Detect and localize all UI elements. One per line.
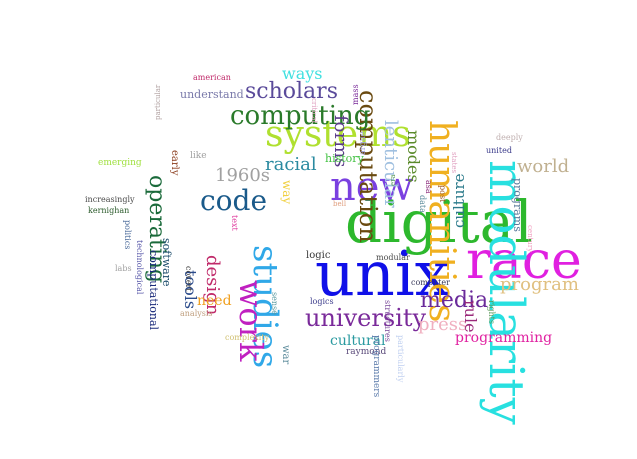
word-software: software: [160, 238, 173, 287]
word-computation: computation: [354, 90, 382, 243]
word-press: press: [418, 314, 467, 335]
word-systems: systems: [265, 114, 411, 155]
word-logic: logic: [306, 250, 331, 261]
word-computer: computer: [411, 278, 450, 287]
word-cultural: cultural: [330, 333, 386, 349]
word-programming: programming: [455, 330, 552, 346]
word-complexity: complexity: [225, 333, 270, 342]
word-asa: asa: [424, 180, 433, 194]
word-emerging: emerging: [98, 158, 142, 168]
word-work: work: [232, 280, 270, 362]
word-politics: politics: [123, 220, 132, 249]
word-rights: rights: [487, 300, 496, 324]
word-labs: labs: [115, 264, 132, 273]
word-scholars: scholars: [245, 79, 338, 104]
word-tools: tools: [181, 270, 200, 309]
word-war: war: [280, 345, 291, 365]
word-operating: operating: [144, 175, 169, 283]
word-1960s: 1960s: [215, 165, 270, 186]
word-analysis: analysis: [180, 309, 213, 318]
word-logics: logics: [310, 297, 334, 306]
word-american: american: [193, 73, 231, 82]
word-understand: understand: [180, 88, 244, 101]
word-unix: unix: [315, 237, 450, 310]
word-media: media: [420, 288, 488, 313]
word-text: text: [230, 215, 239, 231]
word-computing: computing: [230, 101, 370, 131]
word-sense: sense: [270, 292, 279, 315]
word-post: post: [438, 185, 447, 203]
word-bell: bell: [333, 200, 347, 208]
word-mass: mass: [351, 84, 360, 105]
word-increasingly: increasingly: [85, 195, 135, 204]
word-critical: critical: [310, 98, 318, 124]
word-computational: computational: [147, 250, 160, 331]
word-modes: modes: [404, 130, 423, 183]
word-data: data: [418, 195, 427, 213]
word-deeply: deeply: [496, 133, 523, 142]
word-history: history: [325, 152, 365, 165]
word-need: need: [197, 293, 232, 309]
word-race: race: [466, 231, 582, 291]
word-raymond: raymond: [346, 347, 387, 357]
word-era: era: [389, 174, 397, 186]
word-studies: studies: [245, 245, 285, 368]
word-modular: modular: [376, 253, 410, 262]
word-united: united: [486, 146, 512, 155]
word-structures: structures: [383, 300, 392, 342]
word-early: early: [169, 150, 180, 176]
word-university: university: [305, 304, 426, 332]
word-programs: programs: [511, 178, 524, 232]
word-covert: covert: [184, 266, 193, 292]
word-forms: forms: [330, 115, 351, 167]
word-kernighan: kernighan: [88, 206, 129, 215]
word-programmers: programmers: [371, 335, 381, 398]
word-particularly: particularly: [396, 335, 405, 383]
word-program: program: [500, 274, 579, 295]
word-argue: argue: [358, 131, 367, 155]
word-ways: ways: [282, 64, 322, 83]
word-world: world: [517, 156, 569, 177]
word-lenticular: lenticular: [380, 120, 401, 208]
word-racial: racial: [265, 154, 317, 175]
word-new: new: [330, 164, 414, 210]
word-technological: technological: [135, 240, 144, 295]
word-design: design: [202, 255, 223, 316]
word-digital: digital: [345, 188, 533, 256]
word-code: code: [200, 184, 267, 217]
word-rule: rule: [461, 300, 480, 333]
word-like: like: [190, 151, 207, 161]
word-states: states: [450, 152, 458, 174]
word-century: century: [526, 225, 534, 252]
word-modularity: modularity: [478, 160, 534, 425]
word-humanities: humanities: [421, 120, 462, 322]
word-way: way: [280, 180, 294, 204]
word-culture: culture: [450, 173, 468, 228]
word-particular: particular: [154, 84, 162, 120]
